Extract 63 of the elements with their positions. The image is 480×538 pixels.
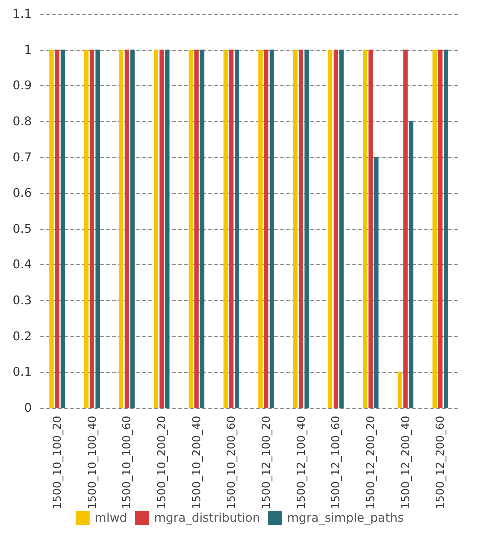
bar bbox=[160, 50, 164, 408]
bar bbox=[124, 50, 130, 408]
bar bbox=[398, 372, 402, 408]
legend-label: mgra_distribution bbox=[154, 511, 260, 525]
bar bbox=[340, 50, 344, 408]
bar bbox=[90, 50, 94, 408]
bar bbox=[374, 157, 379, 408]
bar bbox=[96, 50, 100, 408]
bar bbox=[438, 50, 443, 408]
bar bbox=[409, 121, 414, 408]
x-tick-label: 1500_12_100_60 bbox=[330, 416, 343, 510]
bar bbox=[194, 50, 199, 408]
bar bbox=[224, 50, 228, 408]
x-tick-label: 1500_12_200_60 bbox=[434, 416, 448, 510]
bar bbox=[432, 50, 438, 408]
y-tick-label: 0.4 bbox=[12, 258, 32, 272]
legend-label: mgra_simple_paths bbox=[287, 511, 404, 525]
bar bbox=[404, 50, 408, 408]
y-tick-label: 0.5 bbox=[12, 222, 32, 236]
x-tick-label: 1500_12_100_20 bbox=[260, 416, 273, 510]
bar bbox=[55, 50, 60, 408]
y-tick-label: 0.8 bbox=[12, 114, 32, 128]
bar bbox=[235, 50, 240, 408]
x-tick-label: 1500_10_100_60 bbox=[120, 416, 134, 510]
bar bbox=[229, 50, 234, 408]
y-tick-label: 0.2 bbox=[12, 329, 32, 344]
x-tick-label: 1500_12_200_20 bbox=[364, 416, 378, 510]
y-tick-label: 1.1 bbox=[12, 7, 32, 21]
y-tick-label: 0.7 bbox=[12, 150, 32, 164]
bar bbox=[188, 50, 194, 408]
y-tick-label: 0.6 bbox=[12, 186, 32, 200]
bar bbox=[200, 50, 205, 408]
y-tick-label: 0.9 bbox=[12, 78, 32, 93]
bar bbox=[270, 50, 274, 408]
bar bbox=[165, 50, 170, 408]
x-tick-label: 1500_10_200_20 bbox=[155, 416, 168, 510]
y-tick-label: 0.3 bbox=[12, 294, 32, 308]
bar bbox=[264, 50, 269, 408]
bar bbox=[60, 50, 66, 408]
bar bbox=[444, 50, 448, 408]
x-tick-label: 1500_10_100_40 bbox=[86, 416, 99, 510]
bar bbox=[84, 50, 89, 408]
bar bbox=[50, 50, 54, 408]
bar bbox=[154, 50, 158, 408]
y-tick-label: 0 bbox=[24, 401, 32, 415]
bar bbox=[304, 50, 310, 408]
x-tick-label: 1500_10_200_40 bbox=[190, 416, 204, 510]
bar bbox=[130, 50, 135, 408]
legend-label: mlwd bbox=[94, 511, 128, 525]
y-tick-label: 1 bbox=[24, 42, 32, 57]
bar bbox=[363, 50, 368, 408]
x-tick-label: 1500_12_200_40 bbox=[399, 416, 412, 510]
bar bbox=[258, 50, 263, 408]
x-tick-label: 1500_10_200_60 bbox=[225, 416, 238, 510]
bar bbox=[368, 50, 374, 408]
bar bbox=[119, 50, 124, 408]
x-tick-label: 1500_10_100_20 bbox=[50, 416, 64, 510]
bar bbox=[293, 50, 298, 408]
bar bbox=[299, 50, 304, 408]
bar bbox=[328, 50, 333, 408]
bar bbox=[334, 50, 338, 408]
x-tick-label: 1500_12_100_40 bbox=[294, 416, 308, 510]
y-tick-label: 0.1 bbox=[12, 365, 32, 380]
